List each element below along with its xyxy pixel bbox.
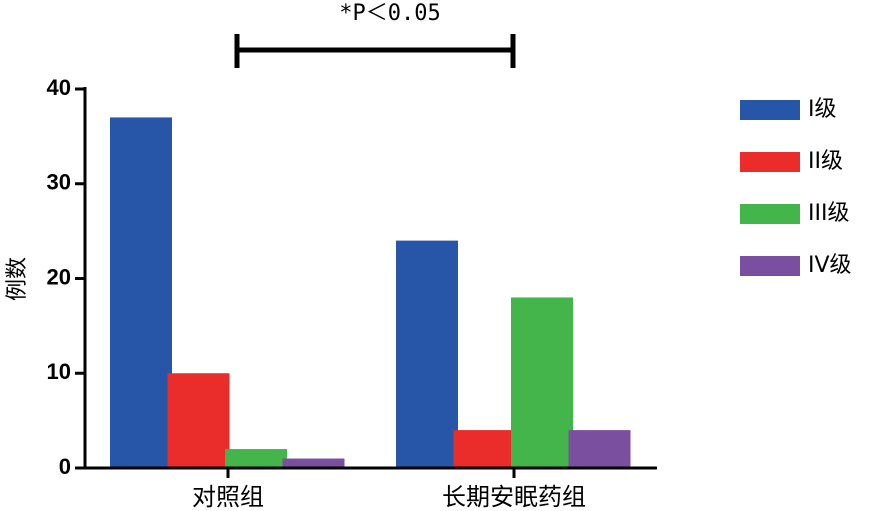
- legend-label: IV级: [808, 253, 852, 278]
- y-tick-label: 10: [47, 359, 71, 384]
- bar: [453, 430, 516, 468]
- legend-swatch: [740, 152, 800, 172]
- legend-label: II级: [808, 149, 843, 174]
- bar: [568, 430, 631, 468]
- y-tick-label: 30: [47, 170, 71, 195]
- legend-label: III级: [808, 201, 849, 226]
- bar: [167, 373, 230, 468]
- legend-label: I级: [808, 97, 837, 122]
- x-tick-label: 长期安眠药组: [442, 483, 586, 511]
- x-tick-label: 对照组: [192, 483, 264, 511]
- bar: [225, 449, 287, 468]
- significance-bracket: [234, 34, 516, 68]
- annotation: *P＜0.05: [339, 1, 440, 26]
- y-axis-label: 例数: [5, 257, 30, 301]
- legend-swatch: [740, 204, 800, 224]
- y-tick-label: 40: [47, 75, 71, 100]
- legend-swatch: [740, 256, 800, 276]
- legend-swatch: [740, 100, 800, 120]
- bar: [282, 458, 345, 468]
- bar: [396, 240, 458, 468]
- bar: [110, 117, 172, 469]
- bar: [511, 297, 573, 468]
- y-tick-label: 20: [47, 264, 71, 289]
- y-tick-label: 0: [59, 454, 71, 479]
